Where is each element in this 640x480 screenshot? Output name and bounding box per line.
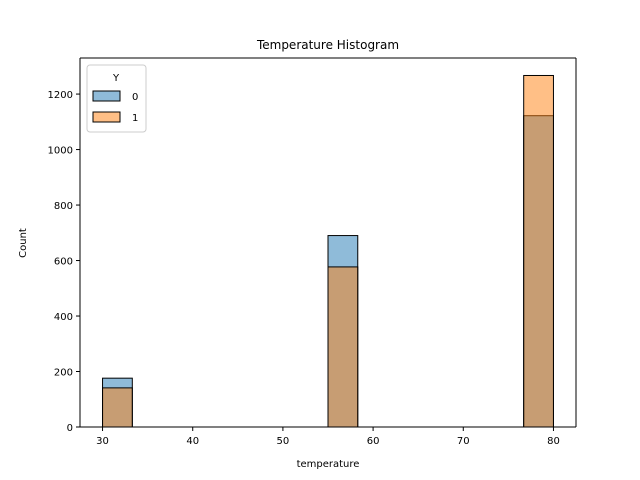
- y-tick-label-0: 0: [67, 423, 73, 434]
- x-tick-label-50: 50: [277, 436, 290, 447]
- bar-series-1-bin-0: [102, 387, 133, 428]
- x-axis-label: temperature: [297, 459, 360, 470]
- y-tick-label-1000: 1000: [48, 146, 73, 157]
- legend-swatch-1: [92, 111, 121, 123]
- legend: Y 0 1: [86, 64, 147, 133]
- x-tick-label-60: 60: [367, 436, 380, 447]
- legend-label-0: 0: [132, 92, 138, 103]
- y-tick-label-600: 600: [54, 257, 73, 268]
- y-tick-label-200: 200: [54, 368, 73, 379]
- legend-label-1: 1: [132, 113, 138, 124]
- bar-series-1-bin-1: [327, 266, 359, 428]
- axes-group: [79, 57, 577, 428]
- x-tick-label-70: 70: [457, 436, 470, 447]
- y-tick-label-1200: 1200: [48, 90, 73, 101]
- bar-series-1-bin-2: [523, 74, 554, 428]
- legend-swatch-0: [92, 90, 121, 102]
- x-tick-label-80: 80: [547, 436, 560, 447]
- y-axis-label: Count: [18, 228, 29, 258]
- x-tick-label-30: 30: [96, 436, 109, 447]
- legend-title: Y: [112, 73, 120, 84]
- y-tick-label-800: 800: [54, 201, 73, 212]
- bars-group: [102, 74, 554, 428]
- x-tick-label-40: 40: [186, 436, 199, 447]
- y-tick-label-400: 400: [54, 312, 73, 323]
- chart-title: Temperature Histogram: [256, 38, 399, 52]
